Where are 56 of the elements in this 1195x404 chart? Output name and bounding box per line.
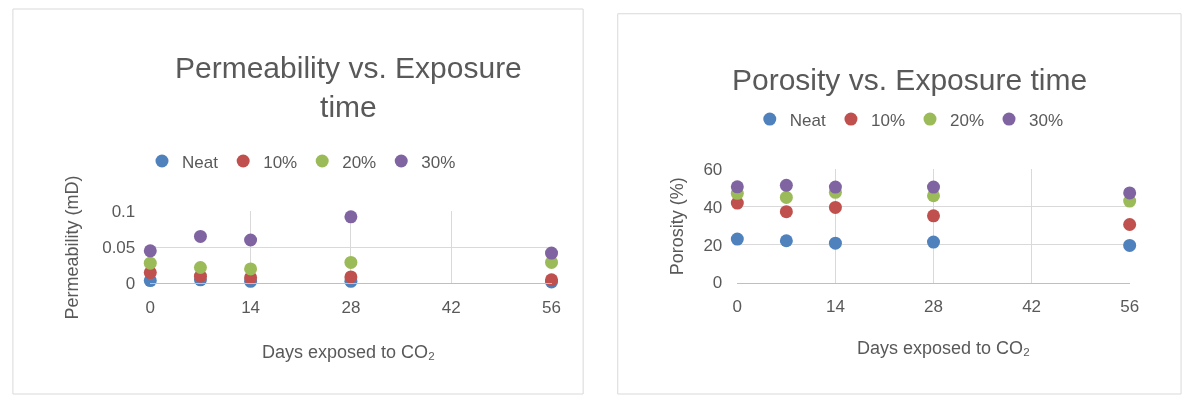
x-axis-title: Days exposed to CO₂ <box>262 342 436 362</box>
y-tick-label: 20 <box>703 235 723 255</box>
y-axis-title: Permeability (mD) <box>61 175 82 320</box>
point <box>1123 186 1137 200</box>
x-tick-label: 42 <box>441 297 461 317</box>
chart-title: Porosity vs. Exposure time <box>732 63 1088 96</box>
point <box>344 210 358 224</box>
point <box>193 229 207 243</box>
point <box>730 232 744 246</box>
point <box>1123 238 1137 252</box>
x-tick-label: 14 <box>825 296 845 316</box>
point <box>193 261 207 275</box>
point <box>779 234 793 248</box>
y-tick-label: 40 <box>703 197 723 217</box>
legend-label: 10% <box>263 152 298 172</box>
y-tick-label: 60 <box>703 160 723 180</box>
point <box>828 236 842 250</box>
point <box>779 190 793 204</box>
legend-label: 30% <box>1029 110 1064 130</box>
y-tick-label: 0.1 <box>111 201 136 221</box>
point <box>730 180 744 194</box>
x-tick-label: 28 <box>924 296 943 316</box>
point <box>779 205 793 219</box>
point <box>143 244 157 258</box>
point <box>545 246 559 260</box>
x-tick-label: 0 <box>732 296 743 316</box>
legend-label: 30% <box>421 152 456 172</box>
point <box>926 209 940 223</box>
y-axis-title: Porosity (%) <box>666 177 687 276</box>
point <box>926 235 940 249</box>
point <box>244 262 258 276</box>
point <box>344 255 358 269</box>
legend-label: 10% <box>870 110 905 130</box>
x-axis-title: Days exposed to CO₂ <box>857 338 1031 358</box>
y-tick-label: 0.05 <box>102 238 136 258</box>
point <box>143 256 157 270</box>
chart-title: Permeability vs. Exposure time <box>175 51 522 123</box>
point <box>926 180 940 194</box>
point <box>244 233 258 247</box>
x-tick-label: 28 <box>341 297 361 317</box>
y-tick-label: 0 <box>712 273 723 293</box>
legend-label: Neat <box>181 152 219 172</box>
legend-label: 20% <box>342 152 377 172</box>
legend-label: Neat <box>789 110 826 130</box>
x-tick-label: 56 <box>542 297 561 317</box>
x-tick-label: 42 <box>1022 296 1042 316</box>
point <box>344 270 358 284</box>
x-tick-label: 14 <box>241 297 261 317</box>
x-tick-label: 0 <box>145 297 156 317</box>
legend-label: 20% <box>950 110 985 130</box>
point <box>828 200 842 214</box>
x-tick-label: 56 <box>1120 296 1140 316</box>
y-tick-label: 0 <box>125 274 136 294</box>
point <box>779 178 793 192</box>
point <box>828 180 842 194</box>
point <box>1123 217 1137 231</box>
